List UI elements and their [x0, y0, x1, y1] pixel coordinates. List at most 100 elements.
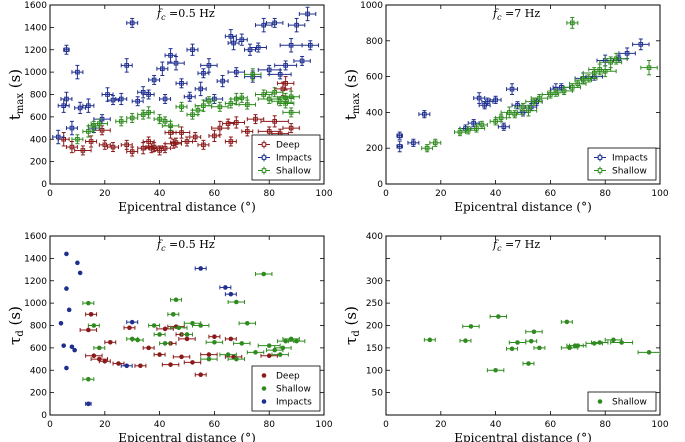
data-point-shallow — [86, 376, 91, 382]
data-point-shallow — [217, 104, 223, 110]
data-point-shallow — [225, 352, 231, 357]
data-point-shallow — [493, 367, 498, 373]
data-point-impacts — [234, 69, 239, 75]
data-layer — [396, 17, 658, 153]
y-tick-label: 1200 — [24, 46, 47, 56]
x-tick-label: 100 — [315, 420, 332, 430]
data-point-shallow — [283, 338, 288, 344]
legend-label: Shallow — [612, 167, 647, 177]
data-point-shallow — [277, 352, 283, 357]
data-point-shallow — [646, 350, 652, 355]
data-point-shallow — [602, 68, 608, 74]
legend-box — [587, 391, 657, 412]
data-point-shallow — [564, 319, 570, 325]
data-point-impacts — [135, 98, 140, 104]
data-point-shallow — [427, 337, 433, 343]
x-tick-label: 20 — [99, 420, 111, 430]
data-point-deep — [234, 120, 239, 125]
y-tick-label: 200 — [366, 322, 383, 332]
data-point-impacts — [168, 53, 173, 58]
data-point-shallow — [496, 314, 501, 319]
data-point-impacts — [228, 291, 234, 297]
legend: Shallow — [587, 391, 657, 412]
y-tick-label: 400 — [366, 108, 383, 118]
data-point-impacts — [72, 347, 77, 353]
data-point-deep — [283, 81, 288, 86]
data-point-deep — [288, 125, 294, 131]
data-point-shallow — [575, 343, 581, 348]
data-point-impacts — [86, 103, 91, 108]
data-point-deep — [198, 372, 203, 378]
data-point-impacts — [411, 140, 416, 146]
y-tick-label: 1400 — [24, 254, 47, 264]
data-point-impacts — [288, 42, 294, 48]
data-point-deep — [212, 133, 217, 139]
data-point-impacts — [118, 96, 124, 102]
data-point-impacts — [55, 134, 61, 140]
data-point-impacts — [261, 22, 267, 28]
y-axis-title-rest: (s) — [342, 69, 360, 93]
annotation-sub: c — [161, 244, 166, 253]
data-point-shallow — [190, 320, 195, 326]
y-tick-label: 1000 — [24, 68, 47, 78]
legend-label: Impacts — [612, 154, 648, 164]
data-point-shallow — [479, 122, 485, 128]
data-point-impacts — [129, 20, 135, 26]
data-point-deep — [212, 334, 217, 339]
data-point-deep — [129, 149, 135, 154]
data-point-impacts — [124, 63, 130, 68]
y-tick-label: 50 — [372, 389, 384, 399]
chart-panel-bottom-right: 0 20 40 60 80 100 50 100 150 200 250 300 400 Epicentr… — [342, 232, 669, 442]
data-point-deep — [88, 139, 94, 144]
data-point-shallow — [162, 119, 168, 124]
data-point-shallow — [173, 297, 179, 303]
data-point-deep — [107, 339, 113, 345]
y-tick-label: 800 — [366, 37, 383, 47]
data-point-deep — [127, 325, 132, 331]
data-point-shallow — [261, 92, 267, 97]
data-point-shallow — [244, 102, 250, 107]
legend-marker — [261, 168, 267, 173]
y-axis-title: τd (s) — [342, 306, 362, 345]
data-point-shallow — [586, 76, 592, 81]
data-point-deep — [80, 148, 86, 153]
y-tick-label: 1000 — [360, 1, 383, 11]
data-point-deep — [91, 353, 97, 359]
data-point-impacts — [77, 270, 83, 276]
legend-label: Deep — [276, 372, 300, 382]
data-point-shallow — [591, 341, 597, 346]
y-axis-title-main: τ — [6, 337, 24, 345]
data-point-impacts — [277, 72, 283, 77]
legend-label: Deep — [276, 141, 300, 151]
data-point-impacts — [66, 307, 72, 313]
data-point-impacts — [75, 69, 80, 75]
data-point-shallow — [162, 341, 168, 346]
data-point-shallow — [184, 332, 190, 337]
chart-panel-bottom-left: 0 20 40 60 80 1000200400600800100012001400160… — [6, 232, 333, 442]
annotation-rest: =7 Hz — [502, 7, 541, 20]
y-tick-label: 0 — [377, 180, 383, 190]
x-tick-label: 100 — [651, 420, 668, 430]
data-point-impacts — [110, 97, 116, 103]
legend-marker — [261, 386, 267, 391]
x-tick-label: 100 — [315, 189, 332, 199]
data-point-impacts — [190, 47, 195, 53]
data-point-impacts — [206, 63, 212, 68]
data-point-shallow — [463, 338, 468, 344]
data-point-deep — [253, 116, 258, 122]
data-point-impacts — [471, 120, 476, 126]
data-point-shallow — [611, 337, 616, 343]
annotation-rest: =7 Hz — [502, 238, 541, 251]
y-tick-label: 150 — [366, 344, 383, 354]
data-point-impacts — [129, 319, 135, 325]
y-tick-label: 200 — [30, 389, 47, 399]
data-point-impacts — [173, 60, 179, 66]
data-point-shallow — [201, 103, 206, 108]
y-tick-label: 1200 — [24, 277, 47, 287]
x-axis-title: Epicentral distance (°) — [454, 200, 592, 214]
y-tick-label: 800 — [30, 322, 47, 332]
data-point-impacts — [422, 111, 427, 117]
plot-frame — [385, 235, 661, 416]
data-point-deep — [102, 142, 108, 148]
